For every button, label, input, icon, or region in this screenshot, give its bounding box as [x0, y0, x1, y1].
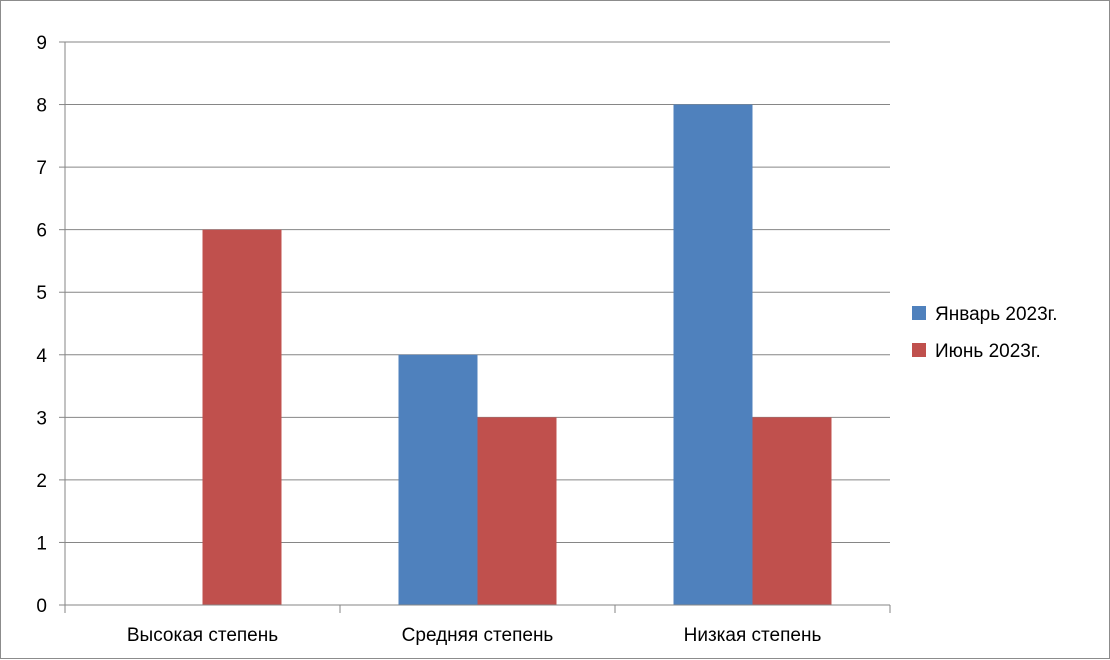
- legend-label: Январь 2023г.: [935, 304, 1058, 325]
- x-tick-label: Средняя степень: [402, 625, 554, 646]
- y-tick-label: 5: [36, 283, 47, 304]
- y-tick-label: 0: [36, 596, 47, 617]
- x-tick-labels: Высокая степень Средняя степень Низкая сте…: [127, 625, 822, 646]
- x-tick-label: Низкая степень: [684, 625, 822, 646]
- bar: [398, 354, 478, 605]
- y-tick-label: 3: [36, 408, 47, 429]
- axes: [59, 41, 891, 613]
- y-tick-label: 1: [36, 533, 47, 554]
- bar: [477, 417, 557, 605]
- y-tick-label: 6: [36, 221, 47, 242]
- bars: [202, 104, 832, 606]
- y-tick-label: 2: [36, 471, 47, 492]
- bar: [202, 229, 282, 605]
- y-tick-label: 4: [36, 346, 47, 367]
- y-tick-label: 8: [36, 96, 47, 117]
- legend-label: Июнь 2023г.: [935, 341, 1041, 362]
- y-tick-label: 9: [36, 33, 47, 54]
- y-tick-label: 7: [36, 158, 47, 179]
- x-tick-label: Высокая степень: [127, 625, 278, 646]
- legend-swatch: [912, 343, 926, 357]
- legend: Январь 2023г. Июнь 2023г.: [912, 304, 1058, 362]
- bar: [752, 417, 832, 605]
- y-tick-labels: 0 1 2 3 4 5 6 7 8 9: [36, 33, 47, 617]
- legend-swatch: [912, 306, 926, 320]
- bar: [673, 104, 753, 606]
